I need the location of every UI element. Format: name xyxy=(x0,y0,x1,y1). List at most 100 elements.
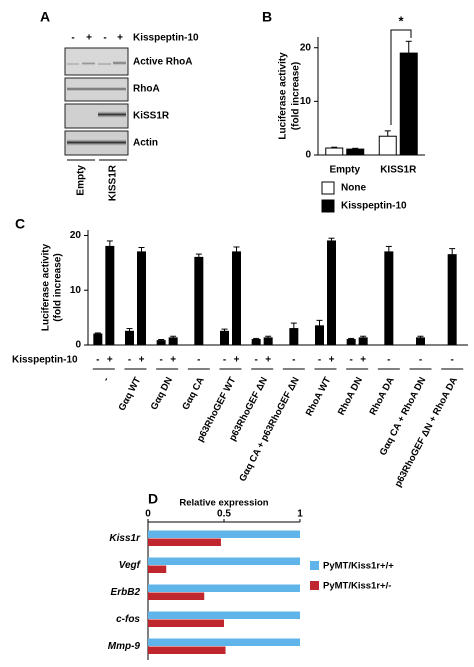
bar xyxy=(148,646,226,654)
bar xyxy=(325,147,344,156)
row-label: KiSS1R xyxy=(133,111,170,122)
x-tick-label: RhoA WT xyxy=(304,375,334,418)
bar xyxy=(148,592,205,600)
treatment-sign: - xyxy=(318,355,321,366)
legend-label: Kisspeptin-10 xyxy=(341,201,407,212)
x-tick-label: 0.5 xyxy=(217,509,231,520)
row-label: Active RhoA xyxy=(133,57,192,68)
bar xyxy=(416,337,425,346)
panel-letter: B xyxy=(262,9,272,25)
significance-bracket: * xyxy=(390,13,412,125)
x-tick-label: 0 xyxy=(145,509,151,520)
bar xyxy=(327,240,336,346)
sign: + xyxy=(117,33,123,44)
sign: - xyxy=(103,33,106,44)
treatment-sign: - xyxy=(419,355,422,366)
treatment-sign: - xyxy=(96,355,99,366)
x-tick-label: RhoA DA xyxy=(368,375,397,417)
treatment-sign: - xyxy=(159,355,162,366)
chart-title: Relative expression xyxy=(179,498,268,509)
y-tick-label: 20 xyxy=(70,230,82,241)
bar xyxy=(168,337,178,346)
bar xyxy=(232,251,241,346)
legend-label: PyMT/Kiss1r+/- xyxy=(323,581,391,592)
x-tick-label: Empty xyxy=(329,165,360,176)
y-tick-label: 10 xyxy=(70,285,82,296)
bar xyxy=(148,638,300,646)
treatment-label: Kisspeptin-10 xyxy=(133,33,199,44)
y-axis-label: (fold increase) xyxy=(291,62,302,130)
treatment-sign: - xyxy=(128,355,131,366)
y-tick-label: c-fos xyxy=(116,614,140,625)
x-tick-label: - xyxy=(101,375,112,383)
band xyxy=(113,60,126,66)
bar xyxy=(105,245,115,346)
treatment-sign: - xyxy=(223,355,226,366)
treatment-sign: - xyxy=(387,355,390,366)
bar xyxy=(263,337,273,346)
treatment-sign: + xyxy=(234,355,240,366)
bar xyxy=(447,254,457,346)
treatment-sign: - xyxy=(254,355,257,366)
bar xyxy=(346,148,365,156)
bar xyxy=(315,325,324,346)
y-tick-label: 20 xyxy=(300,42,312,53)
x-axis-label: Kisspeptin-10 xyxy=(12,355,78,366)
row-label: RhoA xyxy=(133,84,160,95)
legend-label: PyMT/Kiss1r+/+ xyxy=(323,561,394,572)
bar xyxy=(148,565,167,573)
x-tick-label: Gαq CA + p63RhoGEF ΔN xyxy=(237,375,301,483)
panel-letter: D xyxy=(148,491,158,507)
x-tick-label: 1 xyxy=(297,509,303,520)
x-tick-label: Gαq DN xyxy=(149,375,175,412)
legend-swatch xyxy=(310,561,319,570)
bar xyxy=(156,340,166,346)
bar xyxy=(148,619,224,627)
y-axis-label: Luciferase activity xyxy=(278,52,289,140)
bar xyxy=(148,530,300,538)
band xyxy=(82,61,95,66)
bar xyxy=(148,584,300,592)
bar xyxy=(148,611,300,619)
bar xyxy=(194,256,204,346)
bar xyxy=(378,135,397,156)
y-axis-label: Luciferase activity xyxy=(41,243,52,331)
band xyxy=(67,62,79,66)
bar xyxy=(148,557,300,565)
lane-group-label: Empty xyxy=(76,165,87,196)
bar xyxy=(220,330,229,346)
legend-swatch xyxy=(310,581,319,590)
bar xyxy=(93,333,103,346)
bar xyxy=(384,251,394,346)
bar xyxy=(251,339,261,346)
bar xyxy=(137,251,146,346)
legend-swatch xyxy=(321,199,335,213)
bar xyxy=(346,339,356,346)
x-tick-label: Gαq WT xyxy=(117,375,144,413)
panel-a: A - + - + Kisspeptin-10 Active RhoA RhoA… xyxy=(40,9,199,201)
sign: + xyxy=(86,33,92,44)
y-axis-label: (fold increase) xyxy=(53,253,64,321)
panel-letter: A xyxy=(40,9,50,25)
bar xyxy=(399,52,418,156)
x-tick-label: KISS1R xyxy=(380,165,417,176)
significance-star: * xyxy=(398,13,404,28)
treatment-sign: + xyxy=(329,355,335,366)
row-label: Actin xyxy=(133,138,158,149)
treatment-sign: - xyxy=(349,355,352,366)
sign: - xyxy=(71,33,74,44)
treatment-sign: - xyxy=(450,355,453,366)
treatment-sign: + xyxy=(139,355,145,366)
lane-group-label: KISS1R xyxy=(108,164,119,201)
y-tick-label: 0 xyxy=(75,340,81,351)
x-tick-label: p63RhoGEF ΔN + RhoA DA xyxy=(393,375,460,489)
y-tick-label: 0 xyxy=(305,150,311,161)
treatment-sign: + xyxy=(107,355,113,366)
y-tick-label: Vegf xyxy=(119,560,142,571)
treatment-sign: - xyxy=(292,355,295,366)
band xyxy=(67,138,126,147)
treatment-sign: + xyxy=(265,355,271,366)
y-tick-label: Mmp-9 xyxy=(108,641,141,652)
panel-letter: C xyxy=(15,216,25,232)
treatment-sign: - xyxy=(197,355,200,366)
